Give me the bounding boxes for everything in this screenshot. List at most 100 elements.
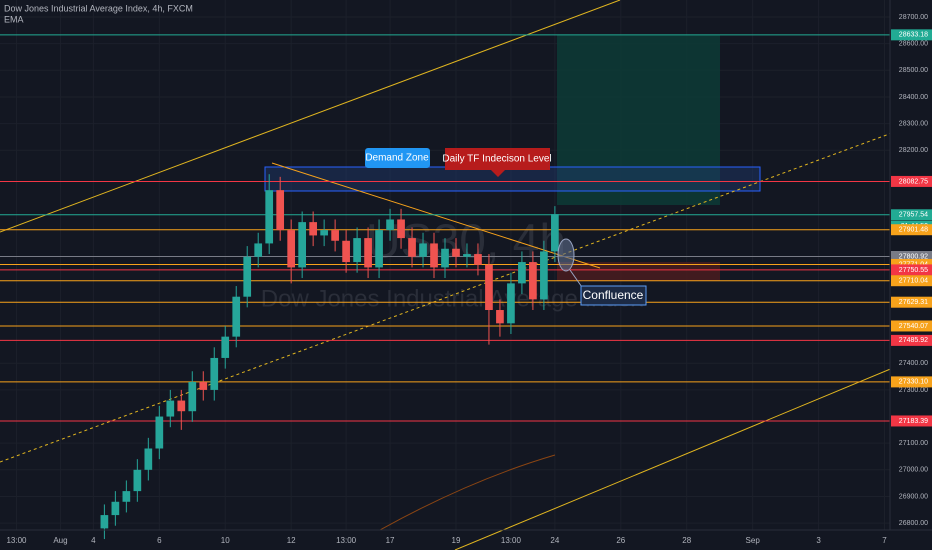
callout-box xyxy=(365,148,430,168)
candle-body xyxy=(430,243,438,268)
x-tick-label: Sep xyxy=(746,536,761,545)
candle-body xyxy=(276,190,285,231)
level-tag xyxy=(891,334,932,346)
candle-body xyxy=(111,501,120,516)
candle-body xyxy=(210,357,219,390)
level-label: 27629.31 xyxy=(899,299,928,306)
level-label: 28082.75 xyxy=(899,178,928,185)
ema-line xyxy=(379,454,556,531)
x-tick-label: 10 xyxy=(221,536,230,545)
levels xyxy=(0,34,890,422)
level-tag xyxy=(891,224,932,236)
x-tick-label: 24 xyxy=(550,536,559,545)
candle-body xyxy=(188,381,197,412)
candle-body xyxy=(408,238,416,257)
indicator-label: EMA xyxy=(4,14,24,24)
y-tick-label: 28200.00 xyxy=(899,147,928,154)
demand-zone-box xyxy=(264,166,761,192)
candle-body xyxy=(529,262,537,300)
y-tick-label: 27400.00 xyxy=(899,360,928,367)
candle-body xyxy=(122,491,131,502)
chart-title: Dow Jones Industrial Average Index, 4h, … xyxy=(4,3,193,13)
candle-body xyxy=(232,296,241,337)
trend-dashed xyxy=(0,129,901,463)
candle-body xyxy=(397,219,405,239)
candle-body xyxy=(452,248,460,257)
x-tick-label: 13:00 xyxy=(6,536,27,545)
candle-body xyxy=(518,262,526,284)
level-label: 27901.48 xyxy=(899,227,928,234)
y-tick-label: 26800.00 xyxy=(899,520,928,527)
level-tag xyxy=(891,275,932,287)
x-tick-label: 7 xyxy=(882,536,887,545)
x-tick-label: 17 xyxy=(386,536,395,545)
level-label: 27540.07 xyxy=(899,323,928,330)
candles xyxy=(100,174,559,540)
candle-body xyxy=(177,400,186,412)
y-tick-label: 26900.00 xyxy=(899,493,928,500)
x-tick-label: 28 xyxy=(682,536,691,545)
candle-body xyxy=(100,515,109,529)
y-tick-label: 28500.00 xyxy=(899,67,928,74)
candle-body xyxy=(419,243,427,257)
level-label: 27957.54 xyxy=(899,212,928,219)
x-tick-label: 3 xyxy=(816,536,821,545)
candle-body xyxy=(463,254,471,257)
axis: 28700.00 28600.00 28500.00 28400.00 28300.00… xyxy=(6,14,932,545)
level-label: 27800.92 xyxy=(899,253,928,260)
candle-body xyxy=(485,264,493,311)
level-label: 27330.10 xyxy=(899,379,928,386)
candle-body xyxy=(496,310,504,324)
annotation: Demand Zone xyxy=(365,153,429,164)
y-tick-label: 28400.00 xyxy=(899,94,928,101)
candle-body xyxy=(144,448,153,470)
level-tag xyxy=(891,209,932,221)
y-tick-label: 28300.00 xyxy=(899,120,928,127)
channel-bottom xyxy=(454,364,901,550)
confluence-marker xyxy=(557,238,575,272)
candle-body xyxy=(342,240,350,263)
x-tick-label: 6 xyxy=(157,536,162,545)
x-tick-label: 13:00 xyxy=(336,536,357,545)
level-label: 27750.55 xyxy=(899,267,928,274)
candle-body xyxy=(243,256,252,297)
stop-zone xyxy=(557,262,720,281)
callout-box xyxy=(445,148,550,177)
level-tag xyxy=(891,250,932,262)
level-tag xyxy=(891,29,932,41)
annotation: Daily TF Indecison Level xyxy=(442,154,551,165)
x-tick-label: 26 xyxy=(616,536,625,545)
y-tick-label: 28600.00 xyxy=(899,41,928,48)
watermark-subtitle: Dow Jones Industrial Average Index xyxy=(261,285,643,312)
candle-body xyxy=(320,230,328,236)
annotation: Confluence xyxy=(583,288,644,302)
y-tick-label: 27300.00 xyxy=(899,387,928,394)
level-label: 27183.39 xyxy=(899,418,928,425)
x-tick-label: 4 xyxy=(91,536,96,545)
level-tag xyxy=(891,376,932,388)
y-tick-label: 27100.00 xyxy=(899,440,928,447)
x-tick-label: 19 xyxy=(452,536,461,545)
candle-body xyxy=(331,230,339,241)
candle-body xyxy=(155,416,164,449)
level-tag xyxy=(891,320,932,332)
candle-body xyxy=(254,243,263,257)
level-tag xyxy=(891,175,932,187)
level-tag xyxy=(891,296,932,308)
y-tick-label: 28700.00 xyxy=(899,14,928,21)
x-tick-label: 12 xyxy=(287,536,296,545)
candle-body xyxy=(199,381,208,390)
x-tick-label: Aug xyxy=(53,536,67,545)
candle-body xyxy=(166,400,175,417)
candle-body xyxy=(309,222,317,236)
x-tick-label: 13:00 xyxy=(501,536,522,545)
y-tick-label: 27000.00 xyxy=(899,467,928,474)
level-label: 28633.18 xyxy=(899,32,928,39)
candle-body xyxy=(265,190,274,244)
level-tag xyxy=(891,415,932,427)
level-tag xyxy=(891,264,932,276)
candle-body xyxy=(287,230,296,268)
callout-box xyxy=(580,285,647,306)
